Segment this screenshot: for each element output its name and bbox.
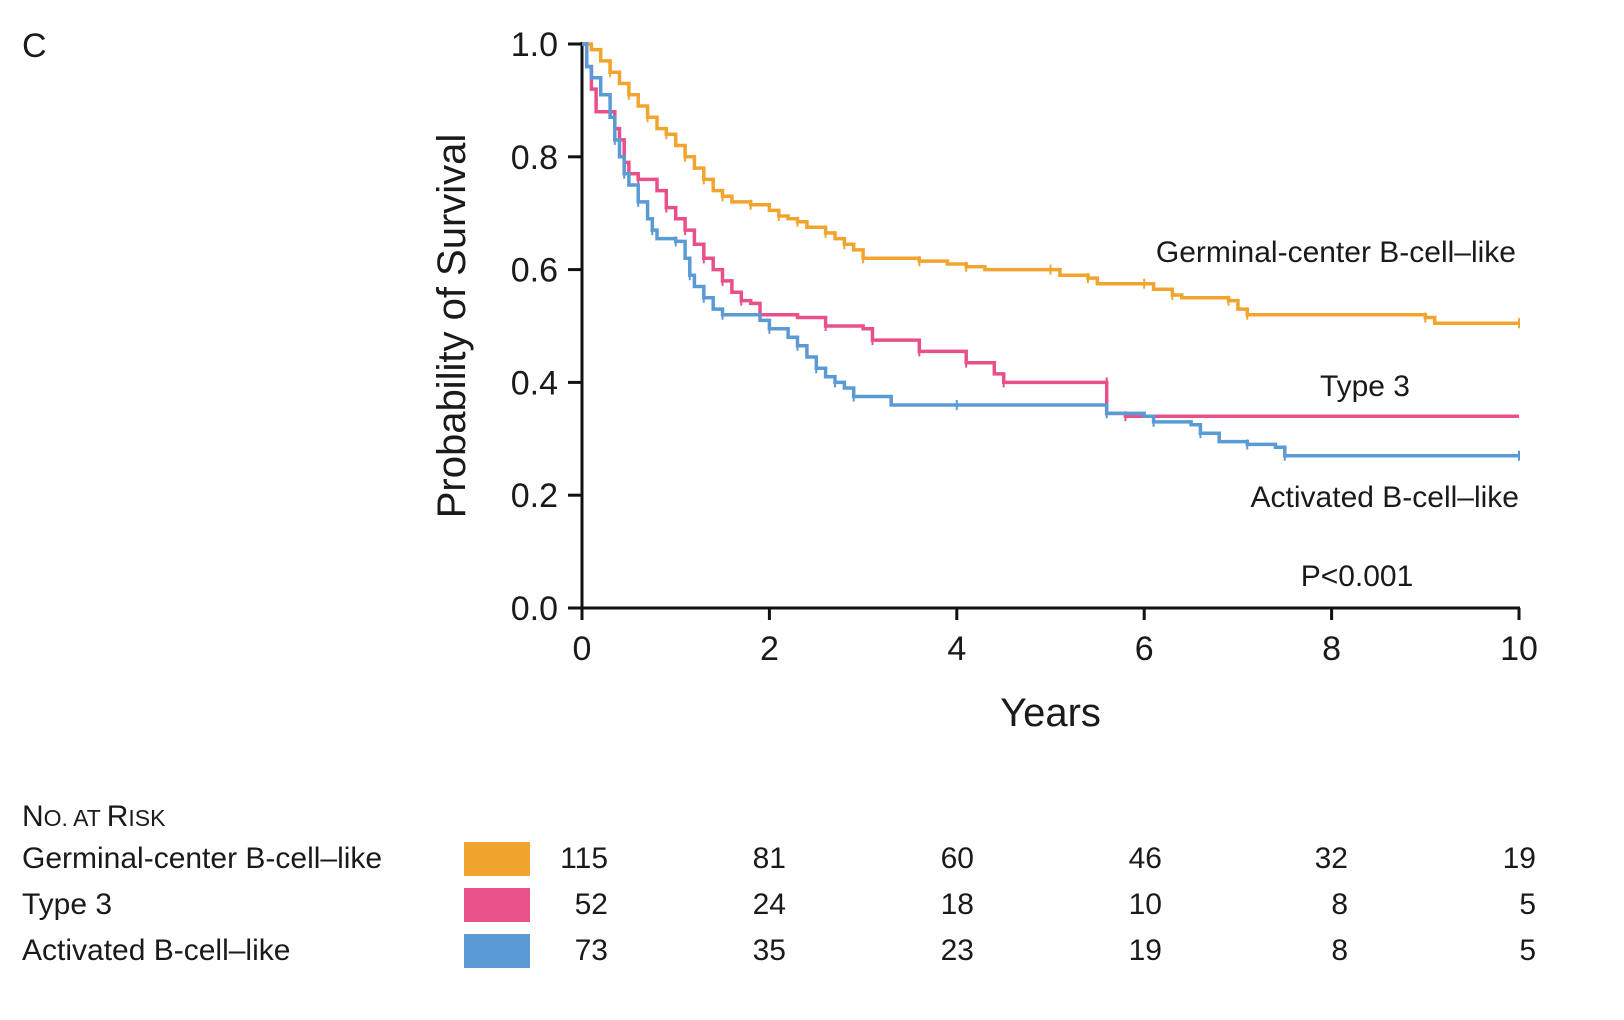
axes: 0.0 0.2 0.4 0.6 0.8 1.0 0 2 4 6 8 10 xyxy=(511,26,1538,668)
x-tick-label: 2 xyxy=(760,630,779,668)
risk-row: Activated B-cell–like 73 35 23 19 8 5 xyxy=(22,932,1602,972)
risk-cell: 8 xyxy=(1331,888,1348,921)
risk-row-swatch xyxy=(464,934,530,968)
series-label: Activated B-cell–like xyxy=(1251,481,1519,514)
risk-cell: 8 xyxy=(1331,934,1348,967)
x-tick-label: 6 xyxy=(1135,630,1154,668)
risk-cell: 32 xyxy=(1314,842,1348,875)
series-layer xyxy=(582,42,1520,461)
risk-cell: 5 xyxy=(1519,934,1536,967)
risk-title-isk: ISK xyxy=(128,805,166,831)
p-value-annotation: P<0.001 xyxy=(1301,560,1414,593)
risk-row-swatch xyxy=(464,888,530,922)
x-tick-label: 8 xyxy=(1322,630,1341,668)
series-labels: Germinal-center B-cell–like Type 3 Activat… xyxy=(1156,236,1519,514)
risk-title-n: N xyxy=(22,800,44,833)
risk-row: Germinal-center B-cell–like 115 81 60 46 32 19 xyxy=(22,840,1602,880)
y-tick-label: 0.2 xyxy=(511,477,558,515)
risk-cell: 35 xyxy=(752,934,786,967)
risk-row-swatch xyxy=(464,842,530,876)
risk-cell: 19 xyxy=(1502,842,1536,875)
x-tick-label: 10 xyxy=(1500,630,1538,668)
risk-cell: 60 xyxy=(940,842,974,875)
risk-cell: 18 xyxy=(940,888,974,921)
risk-cell: 24 xyxy=(752,888,786,921)
y-tick-label: 1.0 xyxy=(511,26,558,64)
risk-table-title: NO. AT RISK xyxy=(22,800,165,834)
risk-title-r: R xyxy=(106,800,129,833)
y-tick-label: 0.4 xyxy=(511,364,558,402)
risk-cell: 73 xyxy=(574,934,608,967)
risk-title-o-at: O. AT xyxy=(43,805,107,831)
y-tick-label: 0.0 xyxy=(511,590,558,628)
risk-cell: 81 xyxy=(752,842,786,875)
y-tick-label: 0.8 xyxy=(511,139,558,177)
x-tick-label: 4 xyxy=(947,630,966,668)
y-tick-label: 0.6 xyxy=(511,252,558,290)
series-line xyxy=(582,42,1519,418)
risk-cell: 10 xyxy=(1128,888,1162,921)
risk-cell: 52 xyxy=(574,888,608,921)
risk-row-name: Activated B-cell–like xyxy=(22,934,291,967)
risk-cell: 19 xyxy=(1128,934,1162,967)
series-label: Type 3 xyxy=(1320,370,1410,403)
risk-cell: 115 xyxy=(560,842,608,875)
series-label: Germinal-center B-cell–like xyxy=(1156,236,1516,269)
risk-cell: 5 xyxy=(1519,888,1536,921)
panel-label: C xyxy=(22,27,47,65)
risk-cell: 23 xyxy=(940,934,974,967)
series-line xyxy=(582,42,1519,458)
survival-chart: C 0.0 0.2 0.4 0.6 0.8 1.0 0 2 4 6 8 10 Germinal-cen… xyxy=(22,26,1538,735)
risk-row-name: Type 3 xyxy=(22,888,113,921)
y-axis-label: Probability of Survival xyxy=(430,134,474,519)
x-tick-label: 0 xyxy=(573,630,592,668)
risk-row: Type 3 52 24 18 10 8 5 xyxy=(22,886,1602,926)
risk-cell: 46 xyxy=(1128,842,1162,875)
x-axis-label: Years xyxy=(1000,691,1101,735)
risk-row-name: Germinal-center B-cell–like xyxy=(22,842,383,875)
